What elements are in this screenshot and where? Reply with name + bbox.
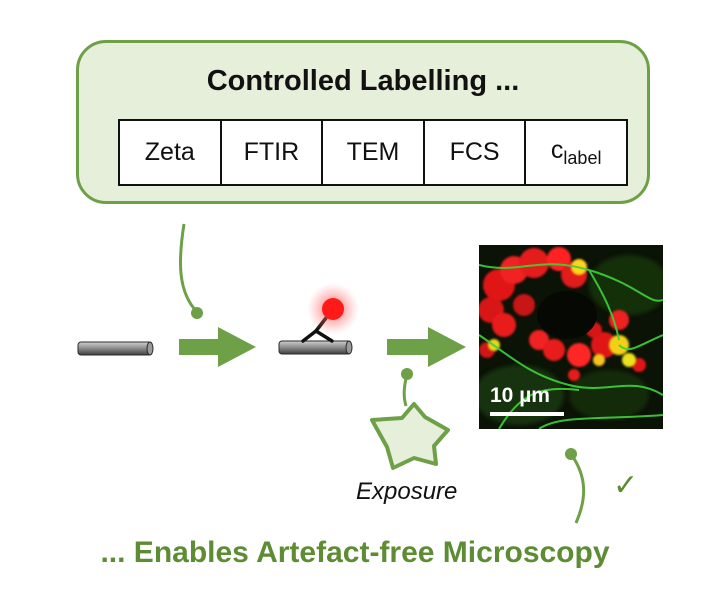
scale-bar-label: 10 µm (490, 384, 550, 407)
microscopy-title: ... Enables Artefact-free Microscopy (100, 536, 610, 569)
fluorescence-image (474, 245, 669, 430)
characterization-box: Controlled Labelling ... Zeta FTIR TEM F… (76, 40, 650, 204)
labelled-nanorod (278, 283, 359, 355)
technique-fcs: FCS (422, 119, 527, 186)
unlabelled-nanorod (77, 341, 154, 356)
arrow-to-microscopy (387, 327, 466, 367)
fluorophore-dot (322, 298, 344, 320)
checkmark-icon: ✓ (613, 469, 639, 502)
cell-shape-icon (370, 402, 450, 470)
technique-zeta: Zeta (118, 119, 222, 186)
connector-to-result (565, 448, 586, 524)
technique-ftir: FTIR (219, 119, 324, 186)
technique-c-label: clabel (524, 119, 628, 186)
labelling-title: Controlled Labelling ... (206, 65, 520, 97)
exposure-label: Exposure (356, 478, 458, 505)
connector-exposure (401, 368, 413, 407)
arrow-to-labelled (179, 327, 256, 367)
technique-tem: TEM (321, 119, 425, 186)
scale-bar (490, 412, 564, 416)
techniques-table: Zeta FTIR TEM FCS clabel (118, 119, 628, 186)
microscopy-image (474, 245, 669, 430)
connector-to-labelling (179, 223, 203, 319)
